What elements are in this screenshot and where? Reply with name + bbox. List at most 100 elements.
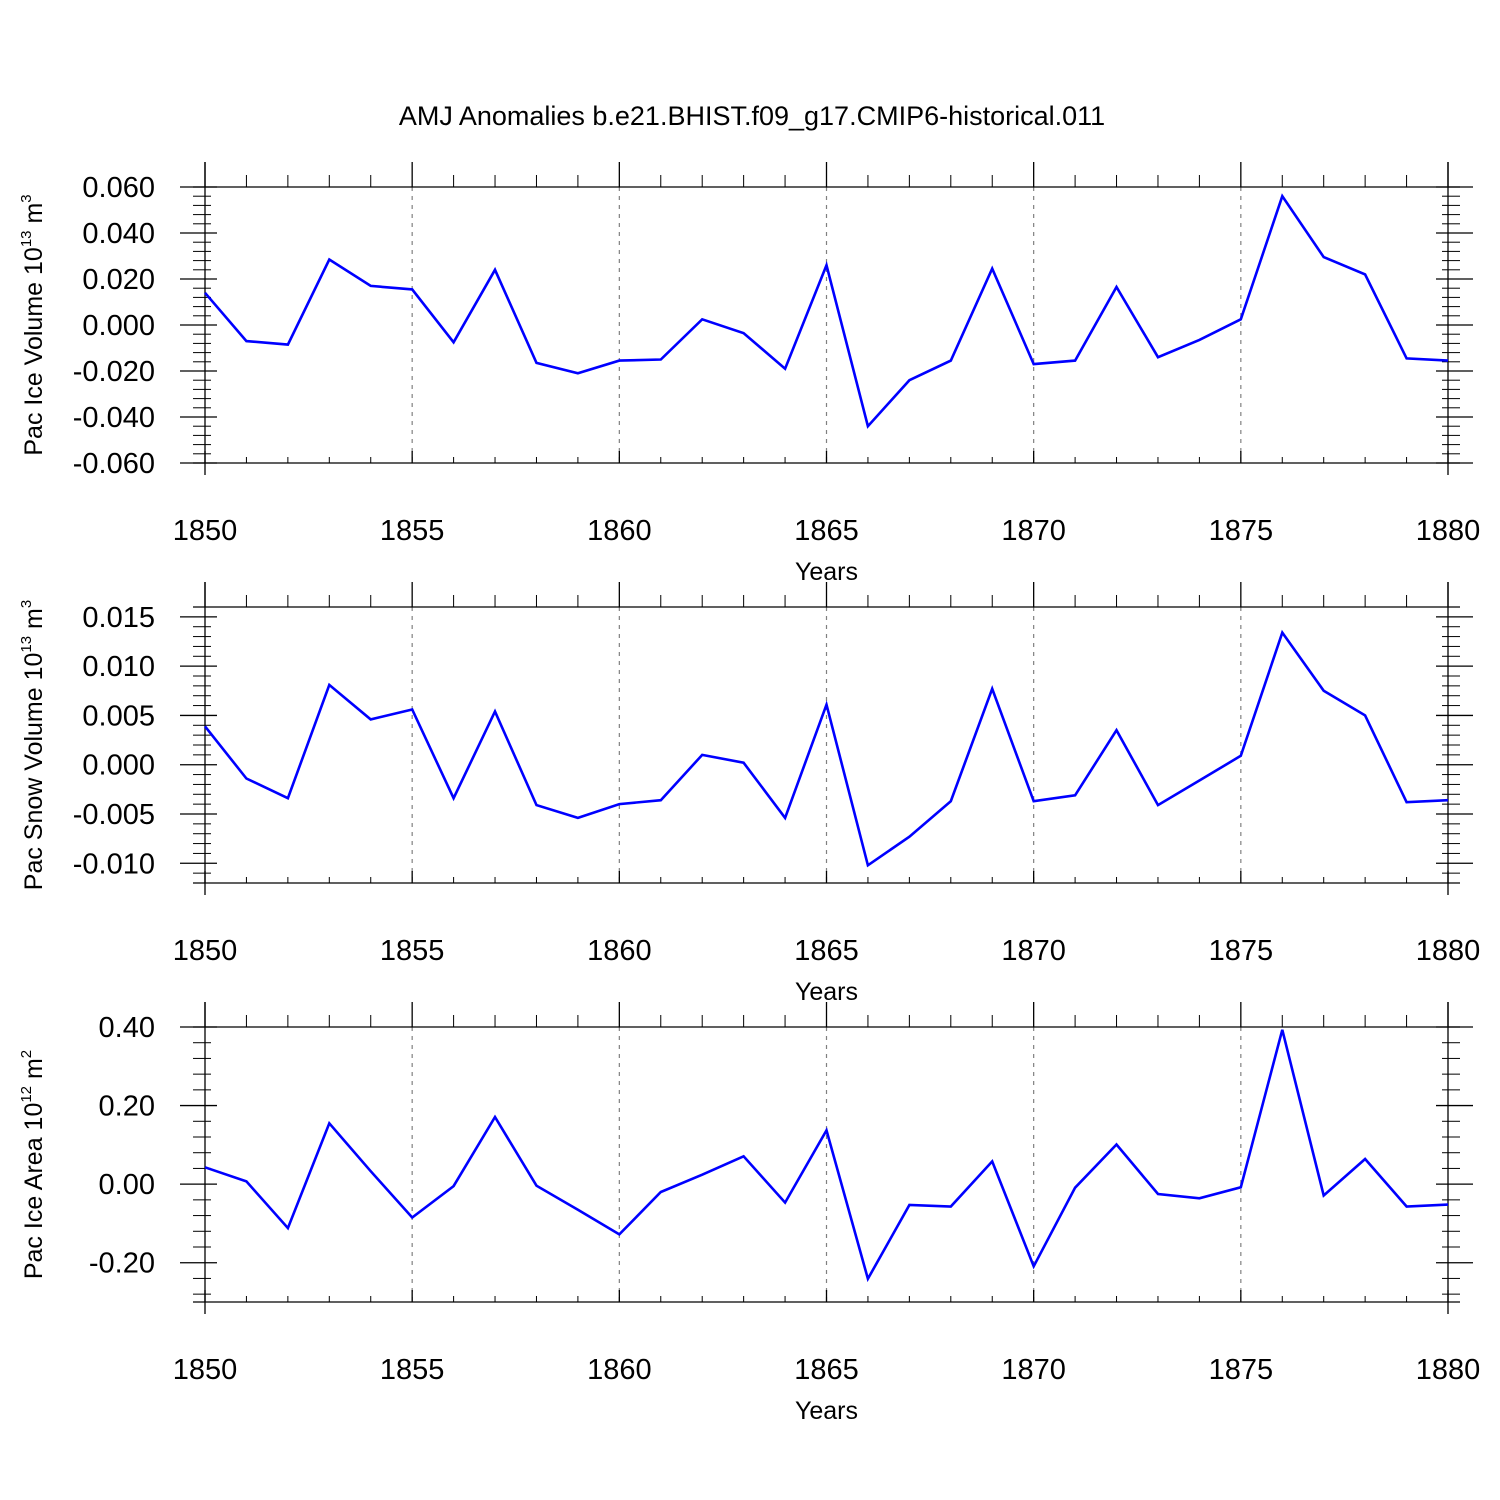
- data-point: [327, 257, 331, 261]
- data-point: [825, 1128, 829, 1132]
- data-point: [659, 798, 663, 802]
- data-point: [452, 340, 456, 344]
- data-point: [369, 1169, 373, 1173]
- data-point: [1280, 194, 1284, 198]
- y-tick-label: 0.040: [82, 218, 155, 250]
- x-tick-label: 1880: [1416, 515, 1481, 547]
- y-tick-label: -0.020: [73, 356, 155, 388]
- data-point: [493, 268, 497, 272]
- data-point: [825, 263, 829, 267]
- x-tick-label: 1850: [173, 935, 238, 967]
- data-point: [452, 796, 456, 800]
- data-point: [1405, 800, 1409, 804]
- data-point: [1156, 355, 1160, 359]
- data-point: [949, 799, 953, 803]
- x-tick-label: 1875: [1209, 935, 1274, 967]
- data-point: [1239, 317, 1243, 321]
- series-line: [204, 193, 1449, 429]
- x-tick-label: 1870: [1001, 1354, 1066, 1386]
- data-point: [1280, 1028, 1284, 1032]
- x-tick-label: 1855: [380, 515, 445, 547]
- data-point: [866, 863, 870, 867]
- x-axis-title: Years: [795, 978, 858, 1006]
- data-point: [1446, 359, 1450, 363]
- x-tick-label: 1855: [380, 935, 445, 967]
- data-point: [1115, 728, 1119, 732]
- data-point: [1115, 285, 1119, 289]
- data-point: [576, 371, 580, 375]
- chart-title: AMJ Anomalies b.e21.BHIST.f09_g17.CMIP6-…: [399, 101, 1105, 131]
- data-point: [700, 1173, 704, 1177]
- data-point: [907, 835, 911, 839]
- data-point: [617, 359, 621, 363]
- data-point: [534, 1184, 538, 1188]
- data-point: [783, 367, 787, 371]
- data-point: [1156, 1192, 1160, 1196]
- data-point: [742, 761, 746, 765]
- x-tick-label: 1850: [173, 515, 238, 547]
- chart-panel-1: 0.060 0.040 0.020 0.000 -0.020 -0.040 -0.060 18…: [18, 162, 1480, 586]
- data-point: [617, 802, 621, 806]
- data-point: [576, 1208, 580, 1212]
- data-point: [1280, 631, 1284, 635]
- data-point: [617, 1232, 621, 1236]
- data-point: [203, 1165, 207, 1169]
- y-tick-label: 0.40: [99, 1012, 155, 1044]
- y-tick-label: -0.040: [73, 402, 155, 434]
- data-point: [949, 359, 953, 363]
- data-point: [493, 1115, 497, 1119]
- data-point: [742, 1154, 746, 1158]
- data-point: [286, 1226, 290, 1230]
- data-point: [410, 708, 414, 712]
- data-point: [493, 709, 497, 713]
- data-point: [783, 816, 787, 820]
- series-line: [204, 1029, 1449, 1283]
- data-point: [1363, 713, 1367, 717]
- data-point: [907, 1203, 911, 1207]
- data-point: [866, 1277, 870, 1281]
- data-point: [1322, 689, 1326, 693]
- x-tick-label: 1875: [1209, 1354, 1274, 1386]
- x-axis-title: Years: [795, 1397, 858, 1425]
- data-point: [1446, 1203, 1450, 1207]
- data-point: [244, 339, 248, 343]
- panels: 0.060 0.040 0.020 0.000 -0.020 -0.040 -0.060 18…: [18, 162, 1480, 1425]
- data-point: [1446, 798, 1450, 802]
- x-tick-label: 1855: [380, 1354, 445, 1386]
- x-tick-label: 1880: [1416, 1354, 1481, 1386]
- data-point: [1032, 1264, 1036, 1268]
- data-point: [369, 284, 373, 288]
- data-point: [1115, 1142, 1119, 1146]
- x-tick-label: 1870: [1001, 935, 1066, 967]
- data-point: [866, 424, 870, 428]
- y-tick-label: 0.000: [82, 310, 155, 342]
- data-point: [700, 753, 704, 757]
- data-point: [990, 687, 994, 691]
- y-tick-label: 0.20: [99, 1091, 155, 1123]
- data-point: [244, 1179, 248, 1183]
- data-point: [1197, 1196, 1201, 1200]
- y-axis-title: Pac Ice Area 1012 m2: [18, 1050, 48, 1279]
- y-tick-label: -0.010: [73, 848, 155, 880]
- data-point: [1032, 799, 1036, 803]
- y-tick-label: 0.015: [82, 602, 155, 634]
- y-tick-label: 0.010: [82, 651, 155, 683]
- data-point: [286, 796, 290, 800]
- data-point: [1073, 359, 1077, 363]
- data-point: [576, 816, 580, 820]
- y-tick-label: 0.020: [82, 264, 155, 296]
- data-point: [1032, 362, 1036, 366]
- x-axis-title: Years: [795, 558, 858, 586]
- data-point: [700, 317, 704, 321]
- chart-panel-3: 0.40 0.20 0.00 -0.20 1850 1855 1860 1865 1870 187…: [18, 1002, 1480, 1425]
- data-point: [1156, 803, 1160, 807]
- data-point: [369, 717, 373, 721]
- data-point: [1363, 1157, 1367, 1161]
- chart-panel-2: 0.015 0.010 0.005 0.000 -0.005 -0.010 1850 1855…: [18, 582, 1480, 1006]
- x-tick-label: 1870: [1001, 515, 1066, 547]
- data-point: [1363, 272, 1367, 276]
- data-point: [203, 724, 207, 728]
- x-tick-label: 1865: [794, 1354, 859, 1386]
